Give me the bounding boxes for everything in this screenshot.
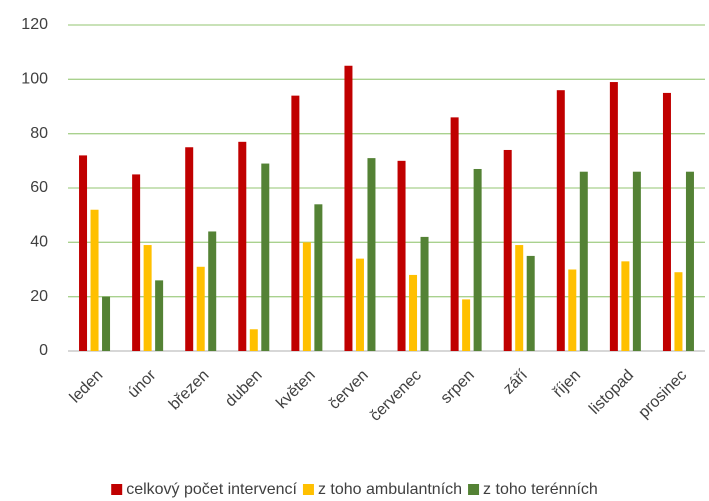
x-tick-label: prosinec bbox=[635, 367, 690, 422]
x-tick-label: listopad bbox=[586, 367, 637, 418]
bar bbox=[344, 65, 353, 351]
bar bbox=[409, 274, 418, 351]
bar bbox=[249, 329, 258, 351]
bar bbox=[90, 209, 99, 351]
bar bbox=[185, 147, 194, 351]
bar bbox=[420, 236, 429, 351]
y-tick-label: 100 bbox=[21, 71, 48, 88]
x-tick-label: duben bbox=[222, 367, 265, 410]
legend-swatch bbox=[111, 484, 123, 495]
legend-label: celkový počet intervencí bbox=[126, 481, 297, 498]
x-tick-label: červen bbox=[326, 367, 372, 413]
y-tick-label: 20 bbox=[30, 288, 48, 305]
bar bbox=[314, 204, 323, 351]
bar bbox=[579, 171, 588, 351]
bar bbox=[503, 149, 512, 351]
bar bbox=[79, 155, 88, 351]
y-tick-label: 40 bbox=[30, 234, 48, 251]
bar bbox=[355, 258, 364, 351]
legend-swatch bbox=[302, 484, 314, 495]
bar bbox=[526, 255, 535, 351]
bar bbox=[462, 299, 471, 351]
bar bbox=[473, 168, 482, 351]
bar bbox=[143, 245, 152, 351]
bar bbox=[196, 266, 205, 351]
legend-swatch bbox=[468, 484, 480, 495]
bar bbox=[632, 171, 641, 351]
bar bbox=[367, 158, 376, 351]
bar bbox=[515, 245, 524, 351]
bar bbox=[397, 160, 406, 351]
x-tick-label: srpen bbox=[438, 367, 478, 407]
bar bbox=[621, 261, 630, 351]
legend-label: z toho ambulantních bbox=[318, 481, 462, 498]
bar bbox=[568, 269, 577, 351]
bar bbox=[102, 296, 111, 351]
bar bbox=[261, 163, 270, 351]
y-tick-label: 0 bbox=[39, 342, 48, 359]
y-tick-label: 60 bbox=[30, 179, 48, 196]
bar bbox=[302, 242, 311, 351]
x-tick-label: leden bbox=[67, 367, 107, 407]
x-tick-label: říjen bbox=[550, 367, 584, 401]
x-tick-label: září bbox=[500, 366, 531, 397]
bar bbox=[556, 90, 565, 351]
bar bbox=[208, 231, 217, 351]
x-tick-label: březen bbox=[166, 367, 213, 414]
bar bbox=[132, 174, 141, 351]
y-tick-label: 120 bbox=[21, 16, 48, 33]
bar bbox=[662, 92, 671, 352]
x-tick-label: květen bbox=[273, 367, 318, 412]
bar bbox=[685, 171, 694, 351]
legend-label: z toho terénních bbox=[483, 481, 598, 498]
bar bbox=[674, 272, 683, 351]
bar bbox=[155, 280, 164, 351]
bar bbox=[609, 82, 618, 352]
x-tick-label: únor bbox=[125, 366, 160, 401]
bar bbox=[291, 95, 300, 351]
bar bbox=[450, 117, 459, 351]
y-tick-label: 80 bbox=[30, 125, 48, 142]
legend: celkový počet intervencí z toho ambulantn… bbox=[111, 481, 598, 498]
bar bbox=[238, 141, 247, 351]
x-tick-label: červenec bbox=[367, 367, 425, 425]
